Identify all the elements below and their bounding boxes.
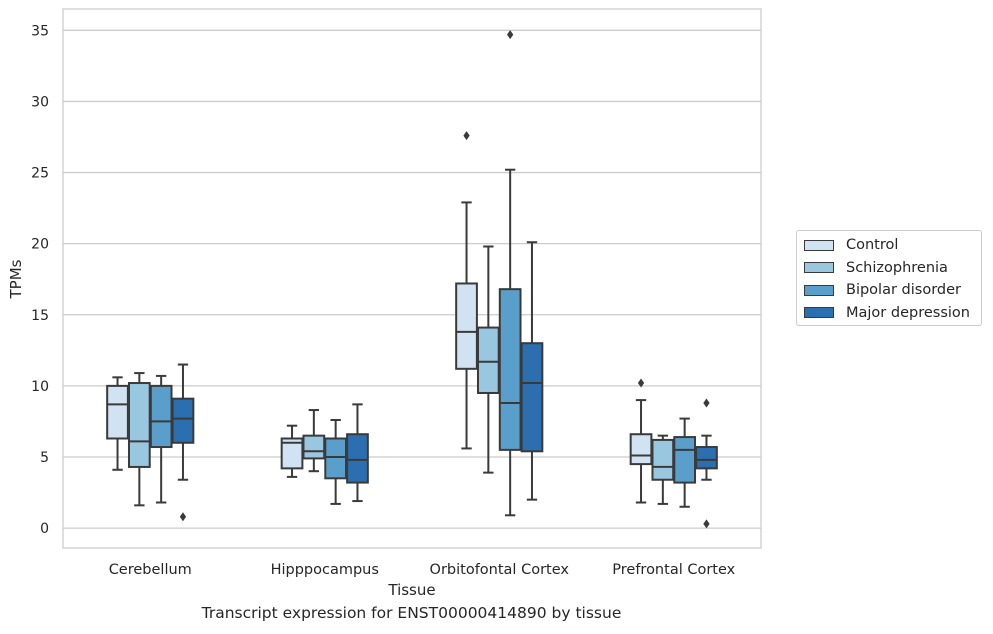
x-tick-label-0: Cerebellum xyxy=(109,562,192,578)
outlier-point-0 xyxy=(507,30,514,40)
box-2-3 xyxy=(520,241,544,501)
x-tick-label-3: Prefrontal Cortex xyxy=(612,562,735,578)
box-2-2 xyxy=(498,30,522,517)
box-0-2 xyxy=(149,374,173,504)
box-1-0 xyxy=(280,424,304,478)
outlier-point-0 xyxy=(179,512,187,522)
y-tick-label-5: 25 xyxy=(31,166,49,182)
box-3-2 xyxy=(673,417,697,508)
y-tick-labels: 0 5 10 15 20 25 30 35 xyxy=(31,23,49,537)
box-body xyxy=(520,342,544,453)
box-3-1 xyxy=(651,434,675,505)
box-1-2 xyxy=(324,419,348,505)
box-body xyxy=(127,382,151,468)
legend-swatch xyxy=(804,262,834,274)
legend-swatch xyxy=(804,307,834,319)
box-body xyxy=(149,384,173,449)
box-body xyxy=(455,282,478,370)
y-axis-label: TPMs xyxy=(7,259,25,299)
y-tick-label-7: 35 xyxy=(31,23,49,39)
box-body xyxy=(324,437,348,480)
legend-item-0: Control xyxy=(804,234,981,257)
x-tick-label-2: Orbitofontal Cortex xyxy=(430,562,570,578)
box-body xyxy=(651,438,675,481)
box-body xyxy=(280,437,304,470)
box-body xyxy=(629,433,653,466)
box-body xyxy=(171,397,195,444)
y-tick-label-6: 30 xyxy=(31,94,49,110)
outlier-point-1 xyxy=(703,398,710,408)
outlier-point-0 xyxy=(463,131,470,141)
legend-item-2: Bipolar disorder xyxy=(804,279,981,302)
box-2-0 xyxy=(455,131,478,450)
legend-swatch xyxy=(804,284,834,296)
box-body xyxy=(346,433,369,484)
box-1-3 xyxy=(346,403,369,503)
plot-area-frame xyxy=(62,8,762,549)
legend-label: Schizophrenia xyxy=(846,259,948,276)
box-body xyxy=(498,288,522,451)
box-3-3 xyxy=(695,398,718,529)
legend-label: Bipolar disorder xyxy=(846,282,961,299)
box-0-0 xyxy=(106,376,129,471)
box-body xyxy=(302,434,326,460)
box-3-0 xyxy=(629,378,653,504)
y-tick-label-1: 5 xyxy=(40,450,49,466)
grid-lines xyxy=(63,29,761,529)
legend-item-1: Schizophrenia xyxy=(804,257,981,280)
box-0-1 xyxy=(127,372,151,507)
x-axis-label: Tissue xyxy=(387,581,435,599)
box-body xyxy=(476,326,500,394)
x-tick-label-1: Hipppocampus xyxy=(271,562,379,578)
outlier-point-0 xyxy=(637,378,645,388)
y-tick-label-3: 15 xyxy=(31,308,49,324)
box-body xyxy=(106,384,129,440)
legend-item-3: Major depression xyxy=(804,302,981,325)
legend: Control Schizophrenia Bipolar disorder Majo… xyxy=(796,230,982,326)
y-tick-label-4: 20 xyxy=(31,237,49,253)
outlier-point-0 xyxy=(703,519,710,529)
box-2-1 xyxy=(476,245,500,474)
legend-swatch xyxy=(804,239,834,251)
box-0-3 xyxy=(171,363,195,522)
y-tick-label-0: 0 xyxy=(40,521,49,537)
legend-label: Major depression xyxy=(846,304,970,321)
y-tick-label-2: 10 xyxy=(31,379,49,395)
box-groups xyxy=(106,30,718,529)
figure-caption: Transcript expression for ENST0000041489… xyxy=(201,604,622,622)
box-body xyxy=(673,436,697,484)
legend-label: Control xyxy=(846,237,899,254)
box-body xyxy=(695,446,718,470)
x-tick-labels: Cerebellum Hipppocampus Orbitofontal Corte… xyxy=(109,562,736,578)
box-1-1 xyxy=(302,409,326,473)
